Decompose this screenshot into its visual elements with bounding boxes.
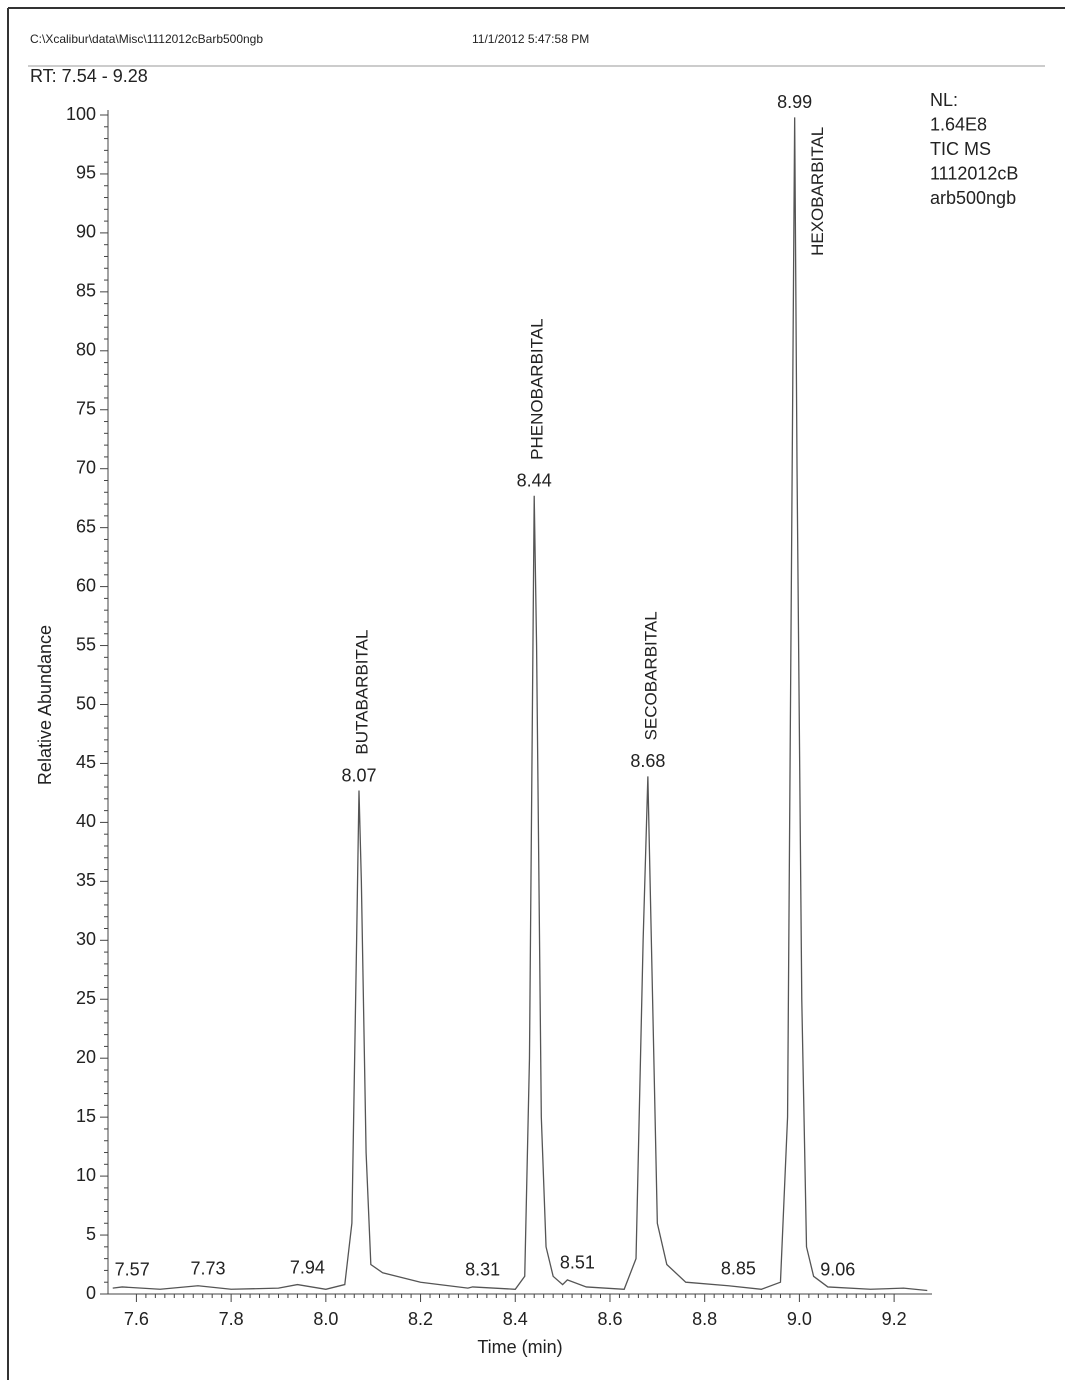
y-tick-label: 85 — [76, 281, 96, 301]
compound-label: BUTABARBITAL — [352, 630, 371, 755]
peak-label: 8.85 — [721, 1258, 756, 1278]
file-path: C:\Xcalibur\data\Misc\1112012cBarb500ngb — [30, 32, 263, 46]
x-axis-title: Time (min) — [477, 1337, 562, 1357]
info-line: arb500ngb — [930, 188, 1016, 208]
y-tick-label: 100 — [66, 104, 96, 124]
peak-label: 9.06 — [820, 1260, 855, 1280]
y-tick-label: 80 — [76, 340, 96, 360]
y-tick-label: 55 — [76, 634, 96, 654]
y-tick-label: 60 — [76, 575, 96, 595]
peak-label: 8.44 — [517, 471, 552, 491]
x-tick-label: 8.4 — [503, 1309, 528, 1329]
y-axis-title: Relative Abundance — [35, 625, 55, 785]
info-line: NL: — [930, 90, 958, 110]
peak-label: 7.57 — [115, 1260, 150, 1280]
peak-label: 8.68 — [630, 751, 665, 771]
y-tick-label: 40 — [76, 811, 96, 831]
y-tick-label: 25 — [76, 988, 96, 1008]
x-tick-label: 8.8 — [692, 1309, 717, 1329]
compound-label: SECOBARBITAL — [641, 611, 660, 740]
rt-range: RT: 7.54 - 9.28 — [30, 66, 148, 86]
y-tick-label: 0 — [86, 1283, 96, 1303]
y-tick-label: 50 — [76, 693, 96, 713]
compound-label: HEXOBARBITAL — [808, 127, 827, 256]
y-tick-label: 90 — [76, 222, 96, 242]
x-tick-label: 8.6 — [597, 1309, 622, 1329]
x-tick-label: 7.6 — [124, 1309, 149, 1329]
x-tick-label: 9.0 — [787, 1309, 812, 1329]
y-tick-label: 35 — [76, 870, 96, 890]
y-tick-label: 95 — [76, 163, 96, 183]
y-tick-label: 75 — [76, 399, 96, 419]
x-tick-label: 8.2 — [408, 1309, 433, 1329]
peak-label: 8.31 — [465, 1260, 500, 1280]
y-tick-label: 10 — [76, 1165, 96, 1185]
x-tick-label: 7.8 — [219, 1309, 244, 1329]
y-tick-label: 70 — [76, 457, 96, 477]
info-line: 1112012cB — [930, 163, 1018, 183]
y-tick-label: 65 — [76, 516, 96, 536]
trace — [112, 117, 928, 1292]
timestamp: 11/1/2012 5:47:58 PM — [472, 32, 589, 46]
peak-label: 7.73 — [190, 1258, 225, 1278]
info-line: 1.64E8 — [930, 114, 987, 134]
y-tick-label: 5 — [86, 1224, 96, 1244]
x-tick-label: 8.0 — [313, 1309, 338, 1329]
peak-label: 8.99 — [777, 92, 812, 112]
y-tick-label: 30 — [76, 929, 96, 949]
peak-label: 8.51 — [560, 1253, 595, 1273]
compound-label: PHENOBARBITAL — [528, 318, 547, 459]
info-line: TIC MS — [930, 139, 991, 159]
peak-label: 7.94 — [290, 1257, 325, 1277]
y-tick-label: 20 — [76, 1047, 96, 1067]
peak-label: 8.07 — [341, 765, 376, 785]
y-tick-label: 45 — [76, 752, 96, 772]
y-tick-label: 15 — [76, 1106, 96, 1126]
x-tick-label: 9.2 — [882, 1309, 907, 1329]
